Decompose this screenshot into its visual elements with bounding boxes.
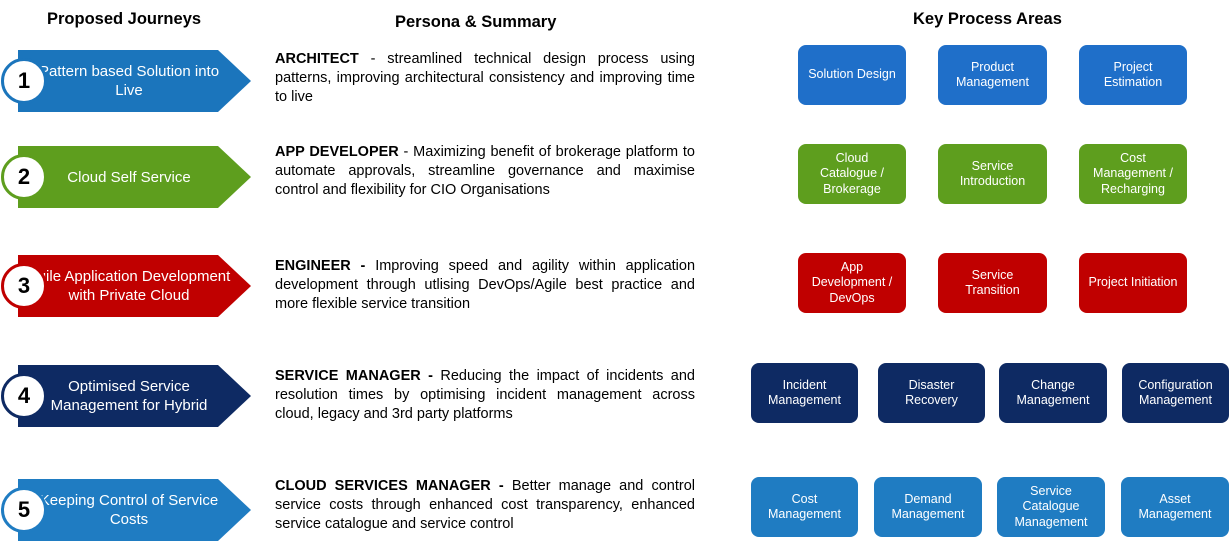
persona-summary: SERVICE MANAGER - Reducing the impact of… (275, 367, 695, 424)
process-area-label: App Development / DevOps (811, 259, 893, 305)
journey-arrow-3: Agile Application Development with Priva… (18, 255, 251, 317)
process-area-label: Service Introduction (959, 158, 1026, 189)
process-area-box: Configuration Management (1122, 363, 1229, 423)
journey-row-2: Cloud Self Service 2 APP DEVELOPER - Maxim… (0, 143, 1230, 214)
process-area-box: Demand Management (874, 477, 982, 537)
process-area-label: Asset Management (1138, 491, 1212, 522)
journey-label: Keeping Control of Service Costs (39, 492, 219, 528)
process-area-label: Solution Design (808, 67, 896, 82)
persona-separator: - (398, 144, 414, 160)
journey-label: Pattern based Solution into Live (38, 63, 220, 99)
journey-arrow-4: Optimised Service Management for Hybrid (18, 365, 251, 427)
process-area-label: Cost Management (768, 491, 841, 522)
persona-name: APP DEVELOPER (275, 144, 399, 160)
header-persona-summary: Persona & Summary (395, 13, 557, 31)
persona-name: CLOUD SERVICES MANAGER - (275, 478, 504, 494)
process-area-label: Product Management (956, 59, 1029, 90)
persona-summary: ARCHITECT - streamlined technical design… (275, 50, 695, 107)
process-area-box: Asset Management (1121, 477, 1229, 537)
persona-name: ARCHITECT (275, 51, 359, 67)
persona-summary: CLOUD SERVICES MANAGER - Better manage a… (275, 477, 695, 534)
journey-row-3: Agile Application Development with Priva… (0, 253, 1230, 323)
process-area-box: App Development / DevOps (798, 253, 906, 313)
process-area-box: Cloud Catalogue / Brokerage (798, 144, 906, 204)
journey-number-badge: 3 (1, 263, 47, 309)
process-area-box: Disaster Recovery (878, 363, 985, 423)
persona-separator (504, 478, 512, 494)
persona-summary-text: Improving speed and agility within appli… (275, 258, 696, 312)
process-area-label: Project Initiation (1088, 275, 1178, 290)
journey-row-1: Pattern based Solution into Live 1 ARCHITE… (0, 45, 1230, 118)
journey-number-badge: 4 (1, 373, 47, 419)
process-area-box: Project Initiation (1079, 253, 1187, 313)
process-area-label: Service Catalogue Management (1014, 483, 1088, 529)
journey-row-5: Keeping Control of Service Costs 5 CLOUD S… (0, 477, 1230, 547)
journey-arrow-5: Keeping Control of Service Costs (18, 479, 251, 541)
process-area-label: Incident Management (768, 377, 841, 408)
process-area-label: Service Transition (965, 267, 1020, 298)
persona-summary-text: Better manage and control service costs … (275, 478, 695, 532)
process-area-box: Incident Management (751, 363, 858, 423)
process-area-label: Change Management (1016, 377, 1090, 408)
journey-label: Cloud Self Service (67, 168, 191, 186)
process-area-label: Cloud Catalogue / Brokerage (820, 150, 884, 196)
journey-row-4: Optimised Service Management for Hybrid 4… (0, 363, 1230, 433)
journey-number-badge: 5 (1, 487, 47, 533)
journey-number-badge: 1 (1, 58, 47, 104)
persona-summary: ENGINEER - Improving speed and agility w… (275, 257, 695, 314)
process-area-label: Disaster Recovery (905, 377, 958, 408)
persona-summary-text: Maximizing benefit of brokerage platform… (275, 144, 695, 198)
journey-arrow-2: Cloud Self Service (18, 146, 251, 208)
process-area-box: Service Introduction (938, 144, 1047, 204)
persona-separator (365, 258, 375, 274)
process-area-box: Service Catalogue Management (997, 477, 1105, 537)
journey-label: Agile Application Development with Priva… (27, 268, 231, 304)
header-key-process-areas: Key Process Areas (913, 10, 1062, 28)
process-area-box: Project Estimation (1079, 45, 1187, 105)
persona-summary-text: streamlined technical design process usi… (275, 51, 695, 105)
persona-name: SERVICE MANAGER - (275, 368, 433, 384)
persona-summary-text: Reducing the impact of incidents and res… (275, 368, 695, 422)
process-area-label: Project Estimation (1103, 59, 1163, 90)
process-area-box: Cost Management / Recharging (1079, 144, 1187, 204)
persona-summary: APP DEVELOPER - Maximizing benefit of br… (275, 143, 695, 200)
process-area-box: Product Management (938, 45, 1047, 105)
header-proposed-journeys: Proposed Journeys (47, 10, 202, 28)
process-area-box: Change Management (999, 363, 1107, 423)
process-area-label: Demand Management (891, 491, 965, 522)
journey-arrow-1: Pattern based Solution into Live (18, 50, 251, 112)
persona-separator: - (358, 51, 388, 67)
journey-number-badge: 2 (1, 154, 47, 200)
process-area-box: Service Transition (938, 253, 1047, 313)
process-area-box: Solution Design (798, 45, 906, 105)
process-area-label: Configuration Management (1138, 377, 1213, 408)
process-area-box: Cost Management (751, 477, 858, 537)
journey-label: Optimised Service Management for Hybrid (50, 378, 208, 414)
process-area-label: Cost Management / Recharging (1093, 150, 1173, 196)
persona-name: ENGINEER - (275, 258, 366, 274)
